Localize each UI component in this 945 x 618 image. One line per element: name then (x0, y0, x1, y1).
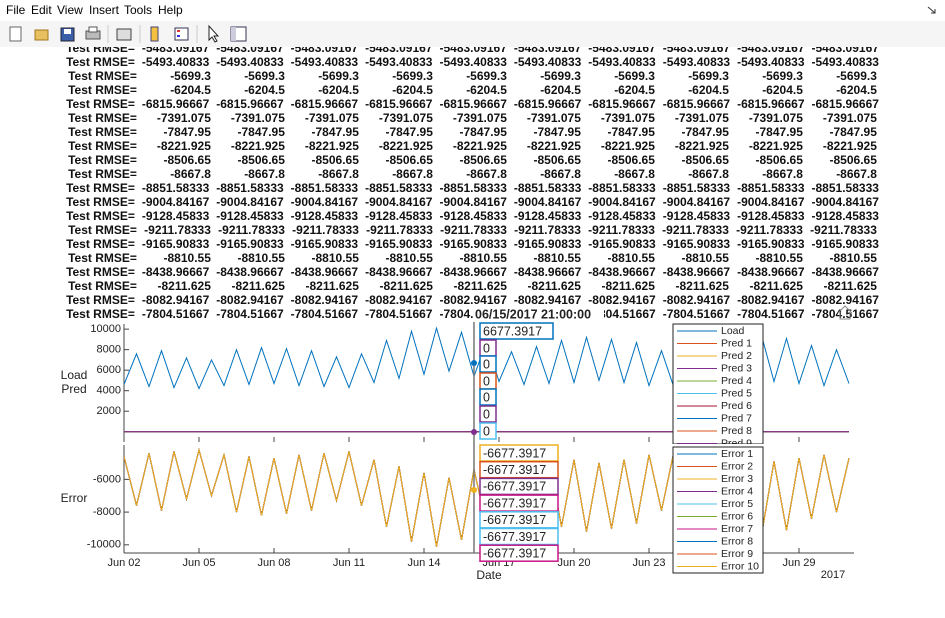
y-tick-label: -8000 (93, 506, 121, 518)
datatip-value: 0 (483, 390, 490, 404)
y-tick-label: 10000 (90, 323, 121, 335)
x-tick-label: Jun 11 (333, 557, 365, 569)
y-tick-label: 6000 (97, 364, 121, 376)
x-axis-label: Date (476, 568, 502, 582)
datatip-value: -6677.3917 (483, 463, 546, 477)
datatip-value: 0 (483, 357, 490, 371)
x-tick-label: Jun 02 (107, 557, 140, 569)
y-tick-label: 2000 (97, 405, 121, 417)
cursor-label: 06/15/2017 21:00:00 (475, 307, 591, 321)
legend-label: Error 8 (721, 535, 753, 547)
datatip-value: 0 (483, 407, 490, 421)
legend-label: Error 9 (721, 548, 753, 560)
legend-label: Pred 5 (721, 387, 752, 399)
datatip-value: 0 (483, 424, 490, 438)
legend-label: Error 3 (721, 473, 753, 485)
legend: Error 1Error 2Error 3Error 4Error 5Error… (673, 447, 763, 573)
x-tick-label: Jun 23 (632, 557, 665, 569)
x-tick-label: Jun 20 (557, 557, 590, 569)
legend-label: Pred 7 (721, 412, 752, 424)
legend-label: Pred 2 (721, 350, 752, 362)
datatip-value: -6677.3917 (483, 446, 546, 460)
cursor-point (471, 487, 477, 493)
y-tick-label: 4000 (97, 385, 121, 397)
y-axis-label: Pred (61, 382, 86, 396)
datatip-value: -6677.3917 (483, 530, 546, 544)
x-tick-label: Jun 29 (782, 557, 815, 569)
legend-label: Error 2 (721, 460, 753, 472)
legend-label: Error 1 (721, 448, 753, 460)
x-tick-label: Jun 14 (407, 557, 440, 569)
legend: LoadPred 1Pred 2Pred 3Pred 4Pred 5Pred 6… (673, 324, 763, 449)
x-tick-label: Jun 05 (182, 557, 215, 569)
y-tick-label: -10000 (87, 539, 121, 551)
datatip-value: -6677.3917 (483, 480, 546, 494)
y-tick-label: 8000 (97, 344, 121, 356)
legend-label: Pred 3 (721, 362, 752, 374)
datatip-value: -6677.3917 (483, 546, 546, 560)
y-axis-label: Load (61, 368, 88, 382)
legend-label: Pred 8 (721, 425, 752, 437)
datatip-value: -6677.3917 (483, 496, 546, 510)
datatip-value: -6677.3917 (483, 513, 546, 527)
home-icon (838, 306, 852, 319)
y-axis-label: Error (61, 491, 88, 505)
cursor-point (471, 429, 477, 435)
legend-label: Error 10 (721, 560, 759, 572)
x-secondary-label: 2017 (821, 569, 845, 581)
legend-label: Error 5 (721, 498, 753, 510)
legend-label: Error 7 (721, 523, 753, 535)
legend-label: Pred 6 (721, 400, 752, 412)
datatip-value: 0 (483, 341, 490, 355)
datatip-value: 6677.3917 (483, 324, 542, 338)
y-tick-label: -6000 (93, 473, 121, 485)
cursor-point (471, 360, 477, 366)
x-tick-label: Jun 08 (257, 557, 290, 569)
datatip-value: 0 (483, 374, 490, 388)
legend-label: Load (721, 325, 745, 337)
legend-label: Error 6 (721, 510, 753, 522)
legend-label: Pred 1 (721, 337, 752, 349)
legend-label: Error 4 (721, 485, 753, 497)
legend-label: Pred 4 (721, 375, 752, 387)
